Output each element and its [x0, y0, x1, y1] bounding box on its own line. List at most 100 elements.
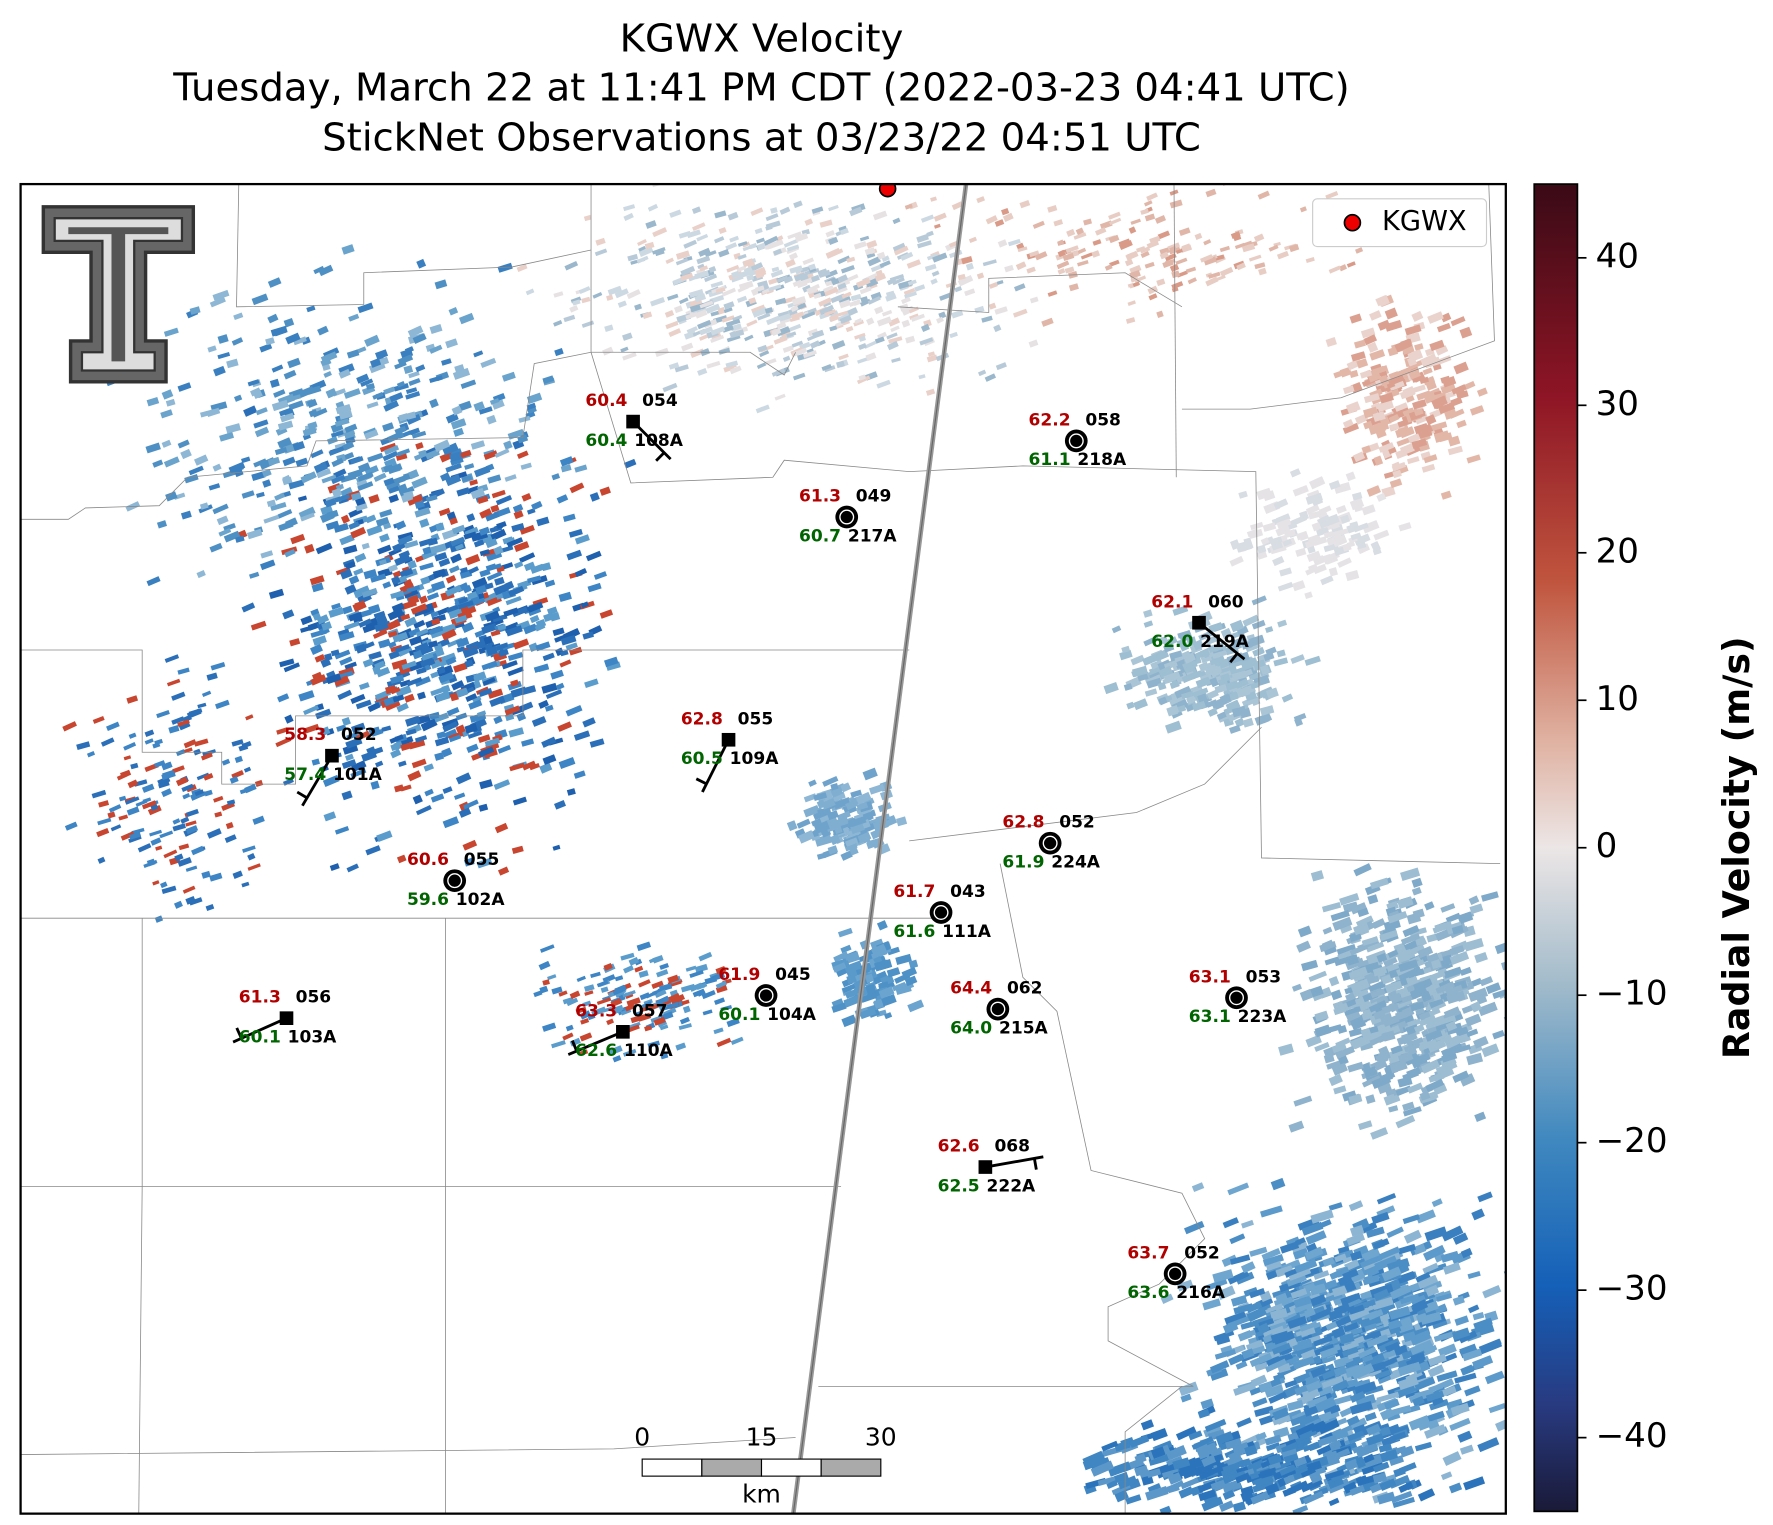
radar-echo: [315, 708, 332, 720]
radar-echo: [462, 799, 479, 810]
radar-echo: [449, 517, 458, 526]
radar-echo: [539, 762, 553, 774]
radar-echo: [403, 693, 415, 703]
temperature: 61.3: [799, 487, 841, 507]
radar-echo: [481, 622, 498, 635]
radar-echo: [337, 689, 353, 701]
radar-echo: [623, 458, 637, 469]
station-id: 222A: [987, 1176, 1037, 1196]
radar-echo: [451, 680, 465, 691]
radar-echo: [519, 524, 535, 535]
radar-echo: [320, 504, 333, 515]
radar-echo: [507, 651, 524, 662]
wind-direction: 053: [1246, 967, 1282, 987]
radar-echo: [1318, 1514, 1331, 1524]
wind-direction: 052: [1184, 1243, 1220, 1263]
radar-echo: [372, 629, 388, 639]
radar-echo: [390, 748, 402, 759]
radar-echo: [521, 738, 535, 747]
radar-echo: [338, 670, 354, 680]
radar-echo: [400, 613, 411, 621]
radar-echo: [388, 641, 397, 649]
radar-echo: [414, 735, 428, 743]
radar-echo: [593, 571, 607, 580]
radar-echo: [486, 646, 498, 656]
radar-echo: [419, 518, 430, 528]
radar-echo: [478, 746, 495, 758]
temperature: 62.2: [1029, 410, 1071, 430]
radar-echo: [441, 684, 451, 694]
temperature: 63.1: [1189, 967, 1231, 987]
radar-echo: [531, 715, 547, 727]
radar-echo: [445, 584, 462, 597]
radar-echo: [511, 606, 528, 618]
radar-echo: [580, 601, 589, 609]
radar-echo: [454, 614, 468, 624]
station-marker: [616, 1025, 630, 1039]
dewpoint: 60.1: [239, 1028, 281, 1048]
radar-echo: [589, 738, 605, 748]
station-marker: [986, 997, 1010, 1021]
radar-echo: [479, 549, 490, 557]
radar-echo: [343, 544, 358, 555]
radar-echo: [483, 635, 493, 645]
radar-echo: [362, 622, 379, 634]
radar-echo: [490, 528, 507, 541]
station-marker: [1064, 429, 1088, 453]
radar-echo: [519, 552, 536, 563]
radar-echo: [341, 716, 351, 726]
radar-echo: [392, 694, 405, 703]
radar-echo: [442, 816, 460, 829]
radar-echo: [364, 465, 379, 476]
radar-echo: [604, 656, 619, 668]
radar-echo: [284, 714, 294, 724]
dewpoint: 61.1: [1029, 450, 1071, 470]
radar-echo: [533, 663, 550, 673]
radar-echo: [321, 621, 333, 631]
radar-echo: [350, 526, 367, 539]
radar-echo: [399, 567, 414, 578]
colorbar-tick-label: 40: [1596, 236, 1639, 276]
radar-echo: [333, 675, 350, 687]
radar-echo: [568, 528, 583, 538]
radar-echo: [344, 661, 357, 670]
radar-echo: [334, 649, 351, 660]
radar-echo: [562, 513, 576, 522]
radar-echo: [341, 759, 357, 769]
colorbar-ramp: [1533, 183, 1579, 1513]
radar-echo: [344, 584, 357, 595]
radar-echo: [545, 689, 563, 700]
radar-echo: [486, 571, 503, 581]
radar-echo: [339, 656, 353, 666]
scale-segment: [701, 1458, 763, 1477]
radar-echo: [310, 608, 320, 616]
radar-echo: [483, 592, 498, 604]
wind-direction: 068: [994, 1137, 1030, 1157]
radar-echo: [408, 635, 423, 646]
radar-echo: [558, 757, 576, 769]
radar-echo: [303, 704, 320, 716]
radar-echo: [373, 610, 386, 619]
radar-echo: [328, 606, 344, 618]
colorbar-tick-label: −20: [1596, 1121, 1668, 1161]
radar-echo: [442, 786, 453, 794]
radar-echo: [378, 638, 391, 649]
radar-echo: [423, 763, 434, 772]
radar-echo: [465, 693, 478, 702]
radar-echo: [405, 728, 417, 736]
radar-echo: [438, 712, 449, 720]
radar-echo: [496, 521, 507, 529]
radar-echo: [434, 736, 450, 747]
radar-echo: [298, 690, 315, 702]
station-id: 218A: [1077, 450, 1127, 470]
station-id: 224A: [1051, 853, 1101, 873]
station-id: 219A: [1200, 632, 1250, 652]
radar-echo: [445, 574, 457, 584]
radar-echo: [569, 482, 585, 494]
radar-echo: [471, 695, 482, 704]
radar-echo: [268, 588, 285, 600]
station-id: 101A: [333, 765, 383, 785]
radar-echo: [566, 549, 583, 561]
radar-echo: [493, 583, 509, 596]
